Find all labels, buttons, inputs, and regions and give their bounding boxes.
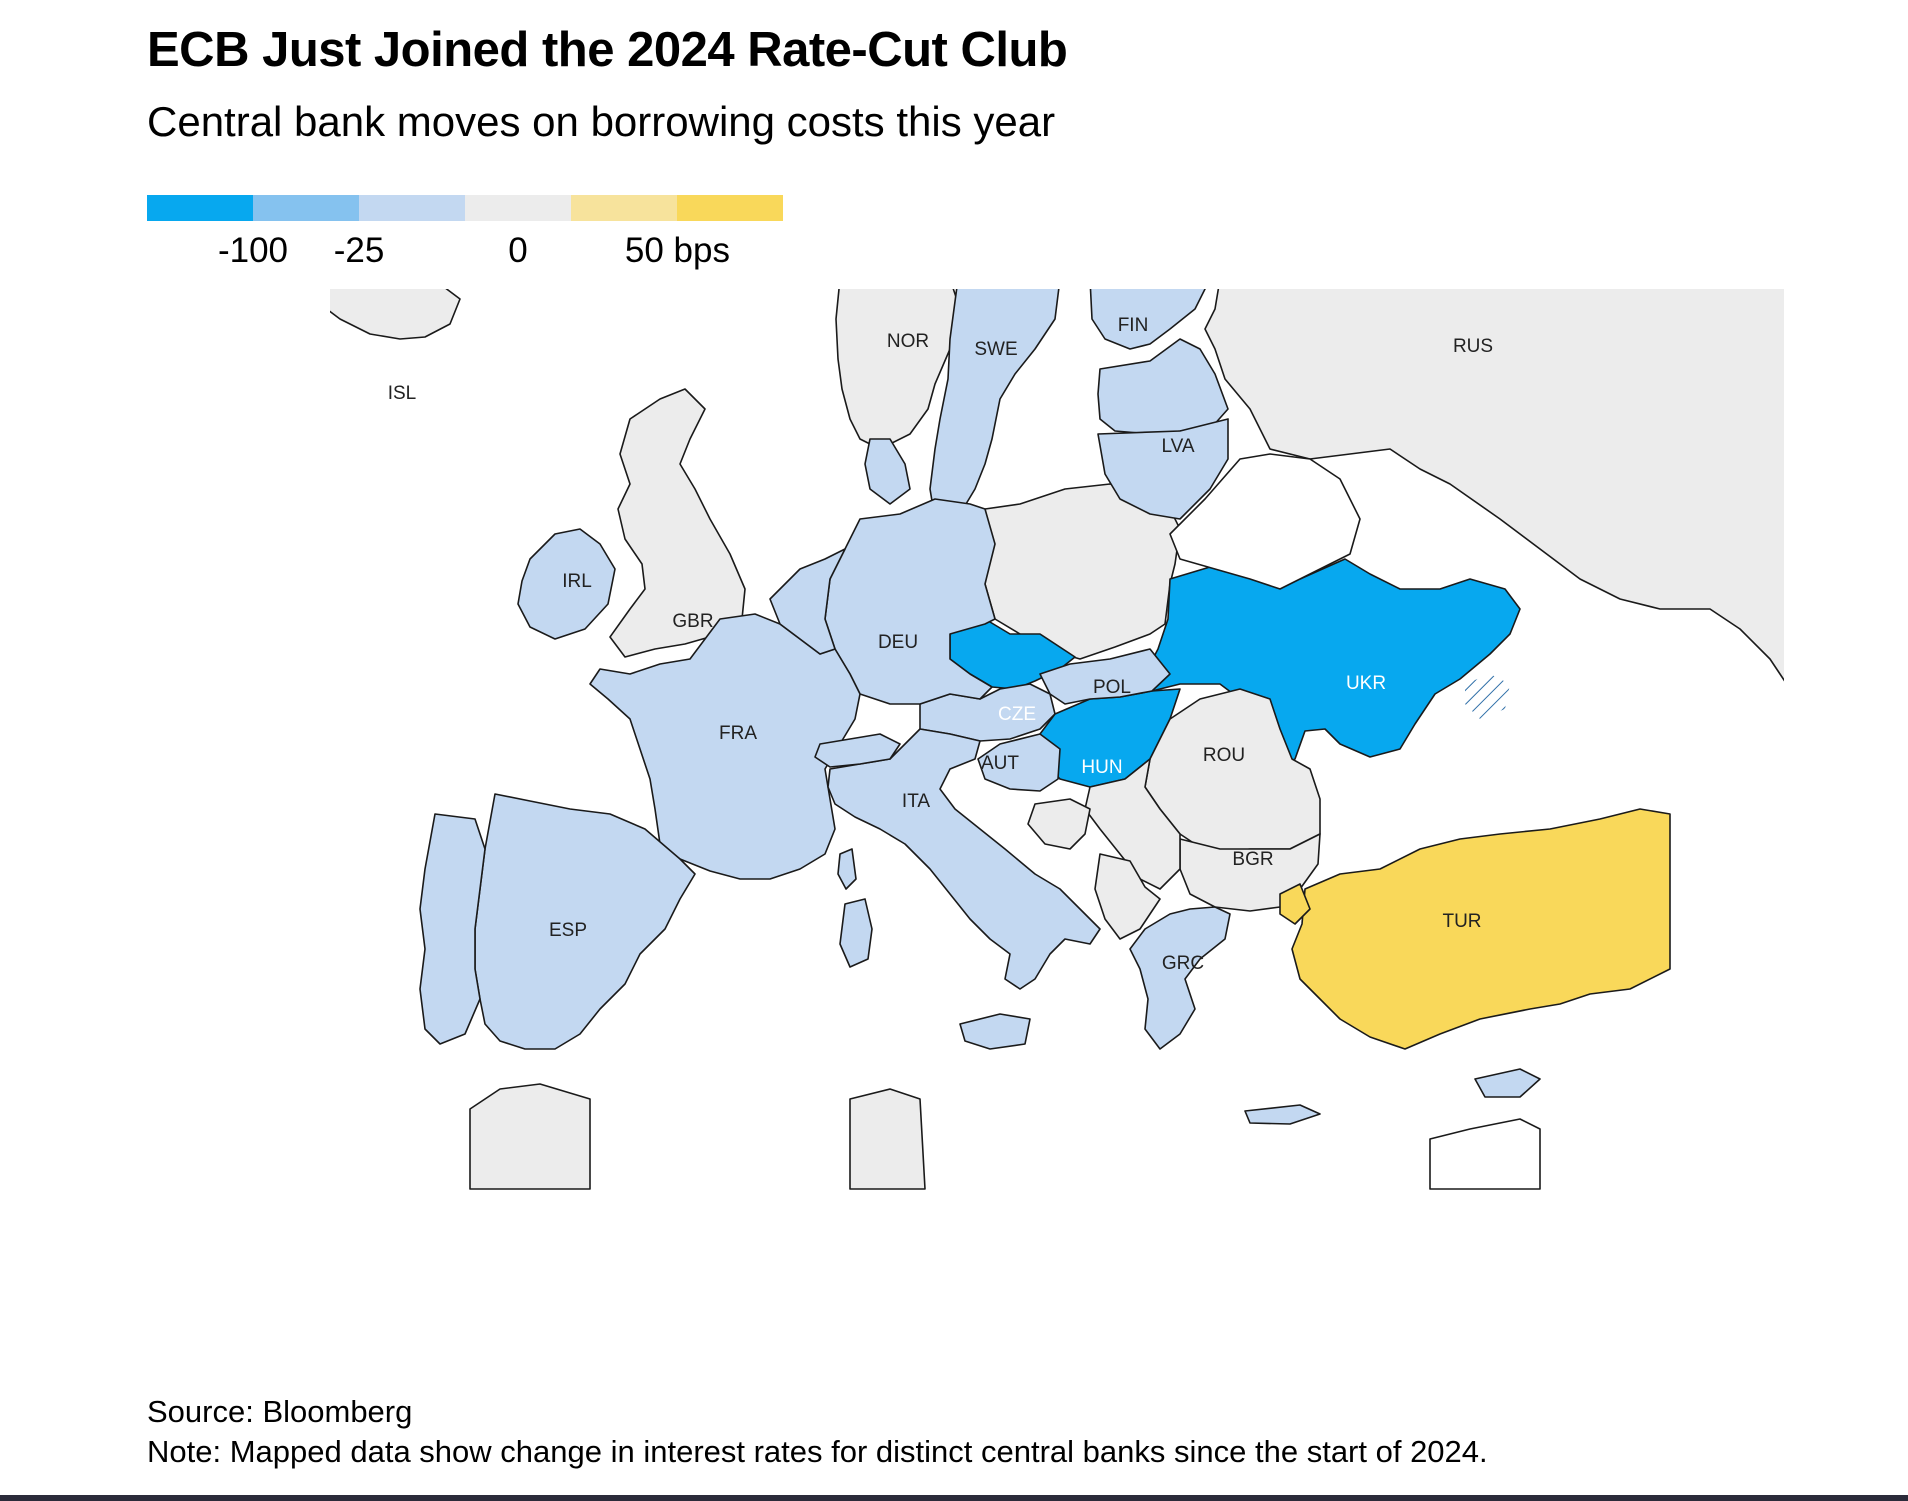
country-afr2 bbox=[849, 1088, 926, 1190]
country-med bbox=[1429, 1118, 1541, 1190]
map-canvas: ISL NOR SWE FIN RUS LVA IRL GBR POL DEU UKR CZE AUT H… bbox=[330, 289, 1784, 1371]
chart-subtitle: Central bank moves on borrowing costs th… bbox=[147, 98, 1056, 145]
country-label-grc: GRC bbox=[1162, 953, 1204, 974]
country-label-ita: ITA bbox=[902, 791, 930, 812]
country-label-lva: LVA bbox=[1161, 436, 1194, 457]
country-bih bbox=[1027, 798, 1091, 850]
country-gbr bbox=[609, 388, 746, 658]
country-blr bbox=[1169, 453, 1361, 590]
legend-tick-label: 0 bbox=[508, 231, 528, 270]
country-rus bbox=[1204, 289, 1784, 682]
country-label-rou: ROU bbox=[1203, 745, 1245, 766]
country-prt bbox=[419, 813, 486, 1045]
country-label-gbr: GBR bbox=[672, 611, 713, 632]
legend-color-bar bbox=[147, 195, 783, 221]
country-label-irl: IRL bbox=[562, 571, 592, 592]
country-cor bbox=[837, 848, 857, 890]
country-ita bbox=[827, 728, 1101, 990]
legend-swatch-6 bbox=[677, 195, 783, 221]
country-label-pol: POL bbox=[1093, 677, 1131, 698]
color-legend: -100 -25 0 50 bps bbox=[147, 195, 783, 285]
country-sic bbox=[959, 1013, 1031, 1050]
country-label-swe: SWE bbox=[974, 339, 1017, 360]
country-label-cze: CZE bbox=[998, 704, 1036, 725]
country-bal2 bbox=[977, 733, 1061, 792]
country-label-ukr: UKR bbox=[1346, 673, 1386, 694]
country-label-esp: ESP bbox=[549, 920, 587, 941]
legend-tick-label: -100 bbox=[217, 231, 289, 270]
legend-swatch-4 bbox=[465, 195, 571, 221]
legend-swatch-1 bbox=[147, 195, 253, 221]
country-afr1 bbox=[469, 1083, 591, 1190]
country-label-nor: NOR bbox=[887, 331, 929, 352]
legend-swatch-3 bbox=[359, 195, 465, 221]
country-fra bbox=[589, 613, 861, 880]
country-bnl bbox=[769, 548, 846, 655]
country-irl bbox=[517, 528, 616, 640]
country-label-tur: TUR bbox=[1442, 911, 1481, 932]
country-label-isl: ISL bbox=[388, 383, 417, 404]
country-sar bbox=[839, 898, 873, 968]
country-label-deu: DEU bbox=[878, 632, 918, 653]
country-tur bbox=[1291, 808, 1671, 1050]
country-dnk bbox=[864, 438, 911, 505]
chart-title: ECB Just Joined the 2024 Rate-Cut Club bbox=[147, 23, 1068, 77]
bottom-rule bbox=[0, 1495, 1908, 1501]
country-crt bbox=[1244, 1104, 1321, 1125]
country-grc bbox=[1129, 906, 1231, 1050]
country-cyp bbox=[1474, 1068, 1541, 1098]
source-note: Source: Bloomberg bbox=[147, 1394, 413, 1429]
legend-swatch-5 bbox=[571, 195, 677, 221]
country-turth bbox=[1279, 883, 1311, 925]
country-isl bbox=[330, 289, 461, 340]
europe-map: ISL NOR SWE FIN RUS LVA IRL GBR POL DEU UKR CZE AUT H… bbox=[330, 289, 1784, 1371]
country-label-aut: AUT bbox=[981, 753, 1019, 774]
country-label-bgr: BGR bbox=[1232, 849, 1273, 870]
country-label-hun: HUN bbox=[1081, 757, 1122, 778]
country-fin bbox=[1089, 289, 1206, 350]
country-swe bbox=[929, 289, 1060, 530]
country-label-rus: RUS bbox=[1453, 336, 1493, 357]
legend-tick-label: -25 bbox=[333, 231, 385, 270]
country-srb bbox=[1084, 758, 1181, 890]
country-ukr bbox=[1144, 558, 1521, 770]
country-label-fin: FIN bbox=[1118, 315, 1149, 336]
footnote: Note: Mapped data show change in interes… bbox=[147, 1434, 1488, 1469]
legend-tick-label: 50 bps bbox=[624, 231, 730, 270]
country-bal bbox=[1097, 418, 1229, 520]
hatched-region-crimea bbox=[1465, 674, 1510, 719]
country-svk bbox=[1039, 648, 1171, 705]
country-che bbox=[814, 733, 901, 768]
country-wbal bbox=[1094, 853, 1161, 940]
country-label-fra: FRA bbox=[719, 723, 757, 744]
legend-swatch-2 bbox=[253, 195, 359, 221]
